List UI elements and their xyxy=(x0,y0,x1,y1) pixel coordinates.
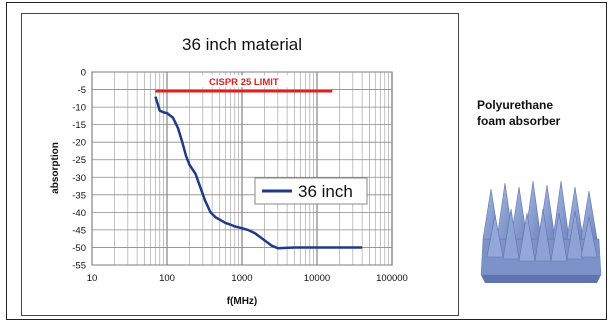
legend: 36 inch xyxy=(254,177,368,205)
y-tick-label: 0 xyxy=(81,68,86,79)
x-tick-labels: 10 100 1000 10000 100000 xyxy=(87,273,408,284)
absorber-title: Polyurethane foam absorber xyxy=(477,97,605,129)
limit-line-group: CISPR 25 LIMIT xyxy=(155,75,333,93)
grid-lines xyxy=(91,71,392,266)
x-tick-label: 10000 xyxy=(304,273,330,284)
series-line-36-inch xyxy=(154,96,363,250)
x-tick-label: 1000 xyxy=(231,273,252,284)
y-tick-label: -50 xyxy=(72,243,86,254)
y-tick-label: -5 xyxy=(78,85,86,96)
y-tick-label: -45 xyxy=(72,225,86,236)
y-tick-label: -25 xyxy=(72,155,86,166)
chart-svg: 36 inch material 0 -5 -10 -15 -20 -25 -30 -35 -4… xyxy=(50,35,408,307)
y-tick-label: -10 xyxy=(72,103,86,114)
figure-frame: 36 inch material 0 -5 -10 -15 -20 -25 -30 -35 -4… xyxy=(6,2,607,320)
y-tick-label: -20 xyxy=(72,138,86,149)
chart-title: 36 inch material xyxy=(182,35,302,54)
x-axis-label: f(MHz) xyxy=(227,296,258,307)
y-tick-label: -30 xyxy=(72,173,86,184)
pyramid-foam-absorber-icon xyxy=(480,180,602,283)
y-tick-label: -15 xyxy=(72,120,86,131)
x-tick-label: 10 xyxy=(87,273,98,284)
y-tick-label: -40 xyxy=(72,208,86,219)
y-tick-labels: 0 -5 -10 -15 -20 -25 -30 -35 -40 -45 -50 -55 xyxy=(72,68,86,272)
cispr-label-background xyxy=(199,75,288,88)
y-tick-label: -55 xyxy=(72,261,86,272)
chart-container: 36 inch material 0 -5 -10 -15 -20 -25 -30 -35 -4… xyxy=(21,13,459,316)
legend-label: 36 inch xyxy=(298,182,353,201)
absorber-title-line-1: Polyurethane xyxy=(477,98,554,112)
y-tick-label: -35 xyxy=(72,190,86,201)
x-tick-label: 100 xyxy=(159,273,175,284)
x-tick-label: 100000 xyxy=(376,273,408,284)
y-axis-label: absorption xyxy=(50,142,61,194)
cispr-limit-label: CISPR 25 LIMIT xyxy=(209,77,279,88)
series-group xyxy=(154,96,363,250)
absorber-title-line-2: foam absorber xyxy=(477,114,561,128)
